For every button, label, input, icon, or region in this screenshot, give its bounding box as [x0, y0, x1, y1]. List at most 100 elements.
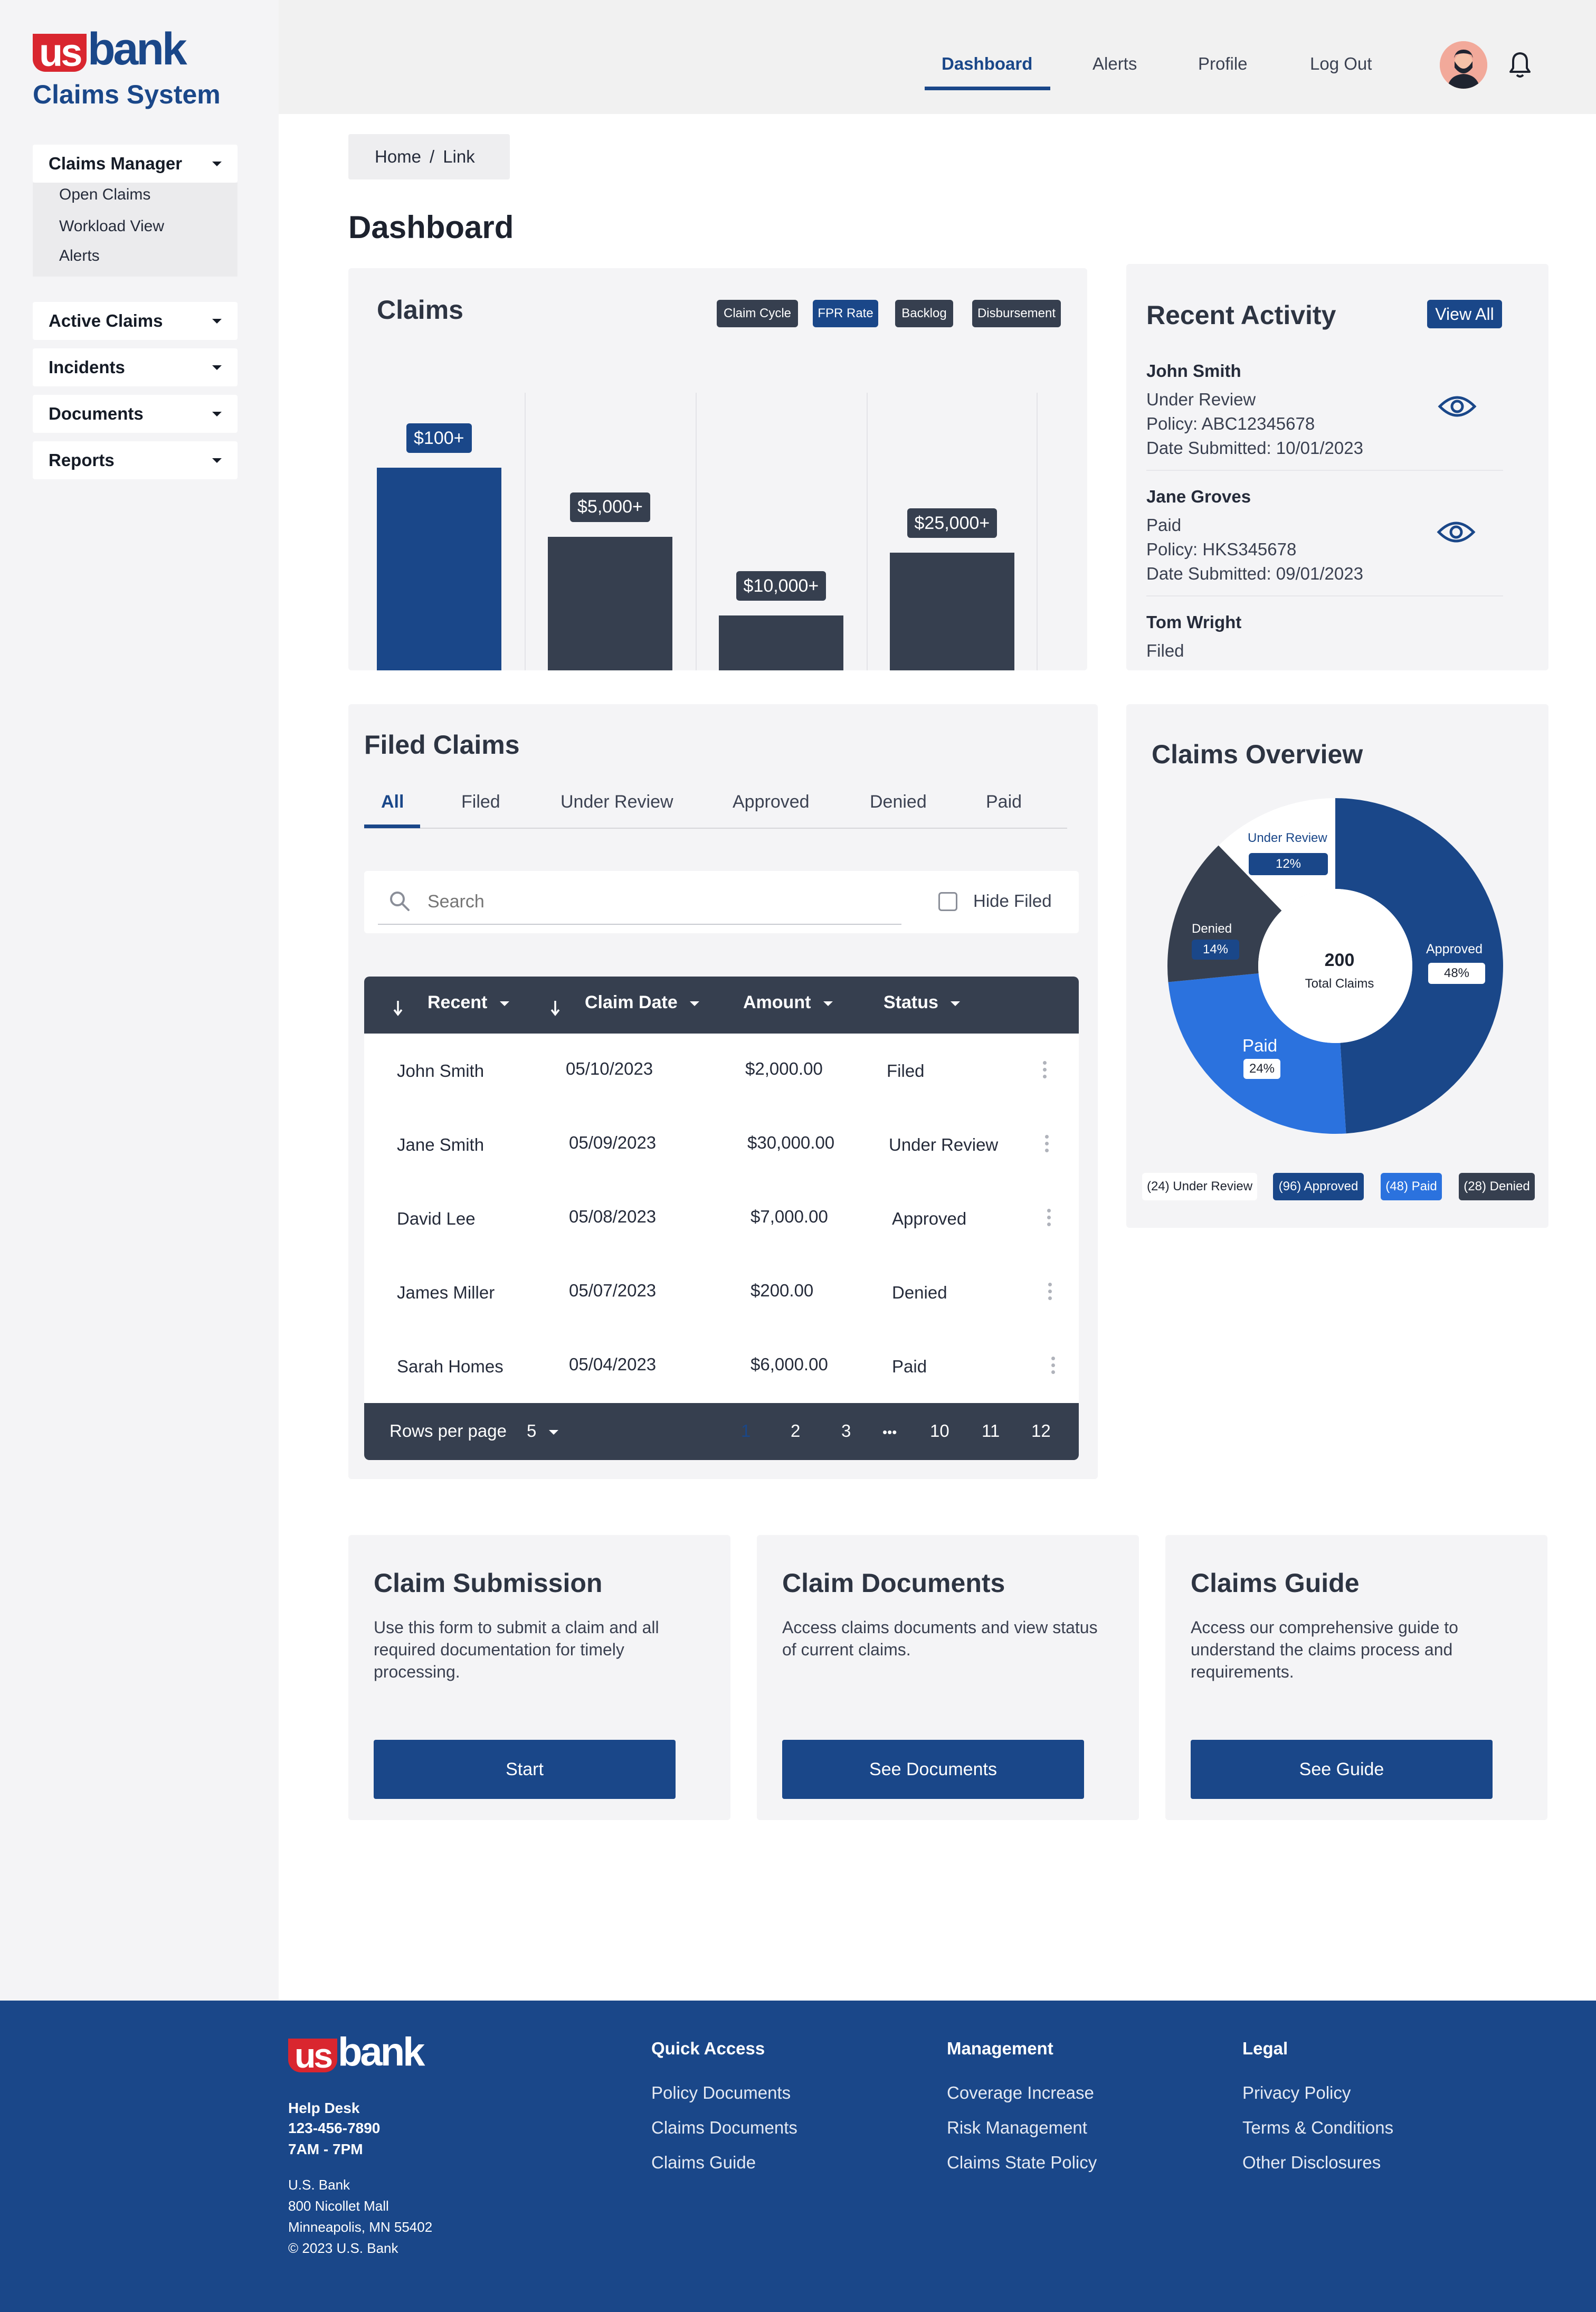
page-2[interactable]: 2 [791, 1421, 801, 1441]
sort-arrow-icon[interactable] [392, 999, 404, 1017]
logo-us: us [33, 33, 87, 72]
chip-backlog[interactable]: Backlog [895, 300, 953, 327]
kebab-menu-icon[interactable] [1045, 1135, 1049, 1155]
chip-fpr-rate[interactable]: FPR Rate [813, 300, 878, 327]
footer-link[interactable]: Policy Documents [651, 2083, 791, 2102]
hide-filed-checkbox[interactable] [938, 892, 957, 911]
page-12[interactable]: 12 [1031, 1421, 1051, 1441]
legend-denied[interactable]: (28) Denied [1459, 1173, 1535, 1200]
chart-bar[interactable] [548, 536, 672, 670]
tab-filed[interactable]: Filed [461, 792, 500, 812]
donut-label-under-review: Under Review [1248, 831, 1327, 845]
claim-documents-title: Claim Documents [782, 1568, 1005, 1598]
cell-amount: $2,000.00 [745, 1059, 823, 1078]
nav-dashboard[interactable]: Dashboard [942, 54, 1033, 73]
sidebar-item-label: Reports [49, 450, 115, 470]
see-guide-button[interactable]: See Guide [1191, 1740, 1493, 1799]
donut-label-denied: Denied [1192, 922, 1232, 936]
hide-filed-label: Hide Filed [973, 891, 1052, 911]
kebab-menu-icon[interactable] [1051, 1357, 1056, 1377]
cell-amount: $200.00 [750, 1281, 814, 1300]
search-input[interactable] [428, 887, 897, 916]
footer-link[interactable]: Other Disclosures [1242, 2153, 1381, 2172]
tabs-divider [364, 828, 1067, 829]
donut-slice-paid[interactable] [1168, 973, 1346, 1134]
footer-link[interactable]: Privacy Policy [1242, 2083, 1351, 2102]
copyright: © 2023 U.S. Bank [288, 2240, 398, 2256]
col-claim-date[interactable]: Claim Date [585, 992, 700, 1013]
footer-link[interactable]: Claims Guide [651, 2153, 756, 2172]
caret-down-icon [823, 1001, 833, 1006]
donut-slice-approved[interactable] [1335, 798, 1503, 1134]
cell-name: John Smith [397, 1061, 484, 1081]
sidebar-item-active-claims[interactable]: Active Claims [33, 302, 238, 340]
breadcrumb-link[interactable]: Link [443, 147, 475, 166]
tab-paid[interactable]: Paid [986, 792, 1022, 812]
footer-link[interactable]: Risk Management [947, 2118, 1087, 2137]
start-button[interactable]: Start [374, 1740, 676, 1799]
nav-logout[interactable]: Log Out [1310, 54, 1372, 73]
footer-link[interactable]: Coverage Increase [947, 2083, 1094, 2102]
legend-approved[interactable]: (96) Approved [1273, 1173, 1364, 1200]
sidebar-item-incidents[interactable]: Incidents [33, 348, 238, 386]
sidebar-item-reports[interactable]: Reports [33, 441, 238, 479]
caret-down-icon [212, 458, 222, 463]
footer-heading-legal: Legal [1242, 2039, 1288, 2058]
sidebar-item-documents[interactable]: Documents [33, 395, 238, 433]
see-documents-button[interactable]: See Documents [782, 1740, 1084, 1799]
chart-data-label: $10,000+ [736, 571, 826, 601]
breadcrumb: Home / Link [348, 134, 510, 179]
chart-bar[interactable] [377, 468, 501, 670]
kebab-menu-icon[interactable] [1048, 1283, 1052, 1303]
nav-active-indicator [925, 87, 1050, 90]
bell-icon[interactable] [1505, 49, 1535, 83]
avatar[interactable] [1440, 41, 1487, 89]
sidebar-subitem-workload-view[interactable]: Workload View [59, 217, 164, 235]
address-line: U.S. Bank [288, 2177, 350, 2193]
page-11[interactable]: 11 [982, 1421, 1000, 1441]
sidebar-subitem-open-claims[interactable]: Open Claims [59, 186, 151, 203]
footer-link[interactable]: Claims Documents [651, 2118, 797, 2137]
search-underline [378, 924, 901, 925]
tab-under-review[interactable]: Under Review [560, 792, 673, 812]
nav-alerts[interactable]: Alerts [1092, 54, 1137, 73]
footer-heading-quick-access: Quick Access [651, 2039, 765, 2058]
rows-per-page-select[interactable]: 5 [527, 1421, 558, 1441]
claims-table [364, 977, 1079, 1460]
col-recent[interactable]: Recent [428, 992, 509, 1013]
legend-paid[interactable]: (48) Paid [1381, 1173, 1442, 1200]
legend-under-review[interactable]: (24) Under Review [1142, 1173, 1257, 1200]
footer-link[interactable]: Terms & Conditions [1242, 2118, 1394, 2137]
page-3[interactable]: 3 [841, 1421, 851, 1441]
sort-arrow-icon[interactable] [549, 999, 562, 1017]
search-icon [388, 890, 412, 916]
view-all-button[interactable]: View All [1427, 300, 1502, 328]
sidebar-subitem-alerts[interactable]: Alerts [59, 247, 100, 264]
chart-bar[interactable] [719, 615, 843, 670]
cell-date: 05/07/2023 [569, 1281, 657, 1300]
tab-all[interactable]: All [381, 792, 404, 812]
kebab-menu-icon[interactable] [1043, 1061, 1047, 1082]
chip-claim-cycle[interactable]: Claim Cycle [717, 300, 798, 327]
footer-heading-management: Management [947, 2039, 1053, 2058]
activity-date: Date Submitted: 09/01/2023 [1146, 564, 1363, 583]
tab-approved[interactable]: Approved [733, 792, 810, 812]
page-1[interactable]: 1 [741, 1421, 751, 1441]
address-line: Minneapolis, MN 55402 [288, 2219, 433, 2235]
col-status[interactable]: Status [884, 992, 961, 1013]
kebab-menu-icon[interactable] [1047, 1209, 1051, 1229]
chip-disbursement[interactable]: Disbursement [972, 300, 1061, 327]
breadcrumb-home[interactable]: Home [375, 147, 422, 166]
col-amount[interactable]: Amount [743, 992, 833, 1013]
col-label: Recent [428, 992, 488, 1012]
footer-link[interactable]: Claims State Policy [947, 2153, 1097, 2172]
page-10[interactable]: 10 [930, 1421, 949, 1441]
eye-icon[interactable] [1437, 517, 1476, 549]
cell-name: Jane Smith [397, 1135, 484, 1154]
chart-bar[interactable] [890, 553, 1014, 670]
tab-denied[interactable]: Denied [870, 792, 927, 812]
eye-icon[interactable] [1438, 392, 1477, 424]
recent-activity-title: Recent Activity [1146, 300, 1336, 330]
nav-profile[interactable]: Profile [1198, 54, 1248, 73]
sidebar-item-claims-manager[interactable]: Claims Manager [33, 145, 238, 183]
